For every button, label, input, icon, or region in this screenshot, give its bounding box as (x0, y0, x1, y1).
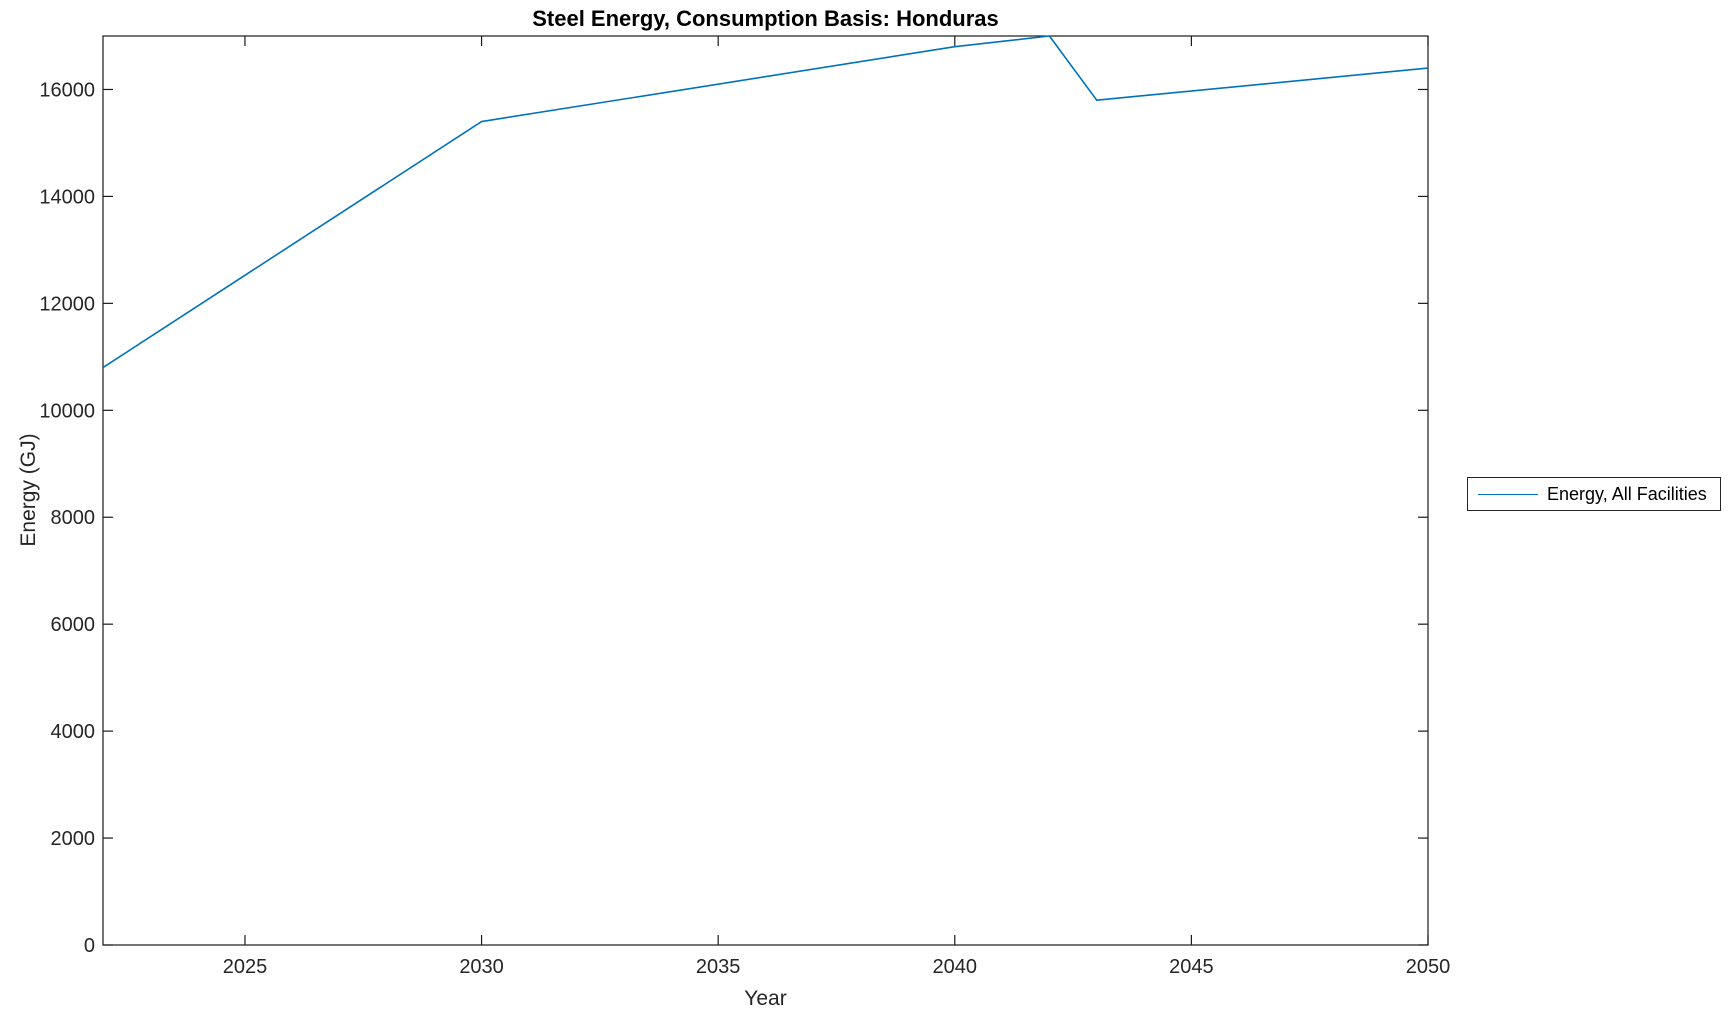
y-tick-label: 16000 (39, 79, 95, 101)
y-tick-label: 10000 (39, 400, 95, 422)
y-tick-label: 6000 (51, 614, 96, 636)
y-tick-label: 2000 (51, 828, 96, 850)
chart-title: Steel Energy, Consumption Basis: Hondura… (532, 6, 999, 31)
x-tick-label: 2045 (1169, 956, 1214, 978)
x-tick-label: 2050 (1406, 956, 1451, 978)
y-tick-label: 0 (84, 935, 95, 957)
x-tick-label: 2035 (696, 956, 741, 978)
legend-entry-label: Energy, All Facilities (1547, 483, 1707, 504)
legend: Energy, All Facilities (1467, 477, 1721, 511)
y-tick-label: 4000 (51, 721, 96, 743)
x-tick-label: 2025 (223, 956, 268, 978)
x-axis-label: Year (744, 987, 787, 1010)
plot-box (102, 35, 1429, 946)
y-tick-label: 14000 (39, 186, 95, 208)
y-tick-label: 12000 (39, 293, 95, 315)
y-axis-label: Energy (GJ) (17, 433, 40, 547)
x-tick-label: 2040 (933, 956, 978, 978)
y-tick-label: 8000 (51, 507, 96, 529)
x-tick-label: 2030 (459, 956, 504, 978)
series-line (102, 35, 1429, 369)
legend-line-sample-icon (1478, 493, 1538, 495)
